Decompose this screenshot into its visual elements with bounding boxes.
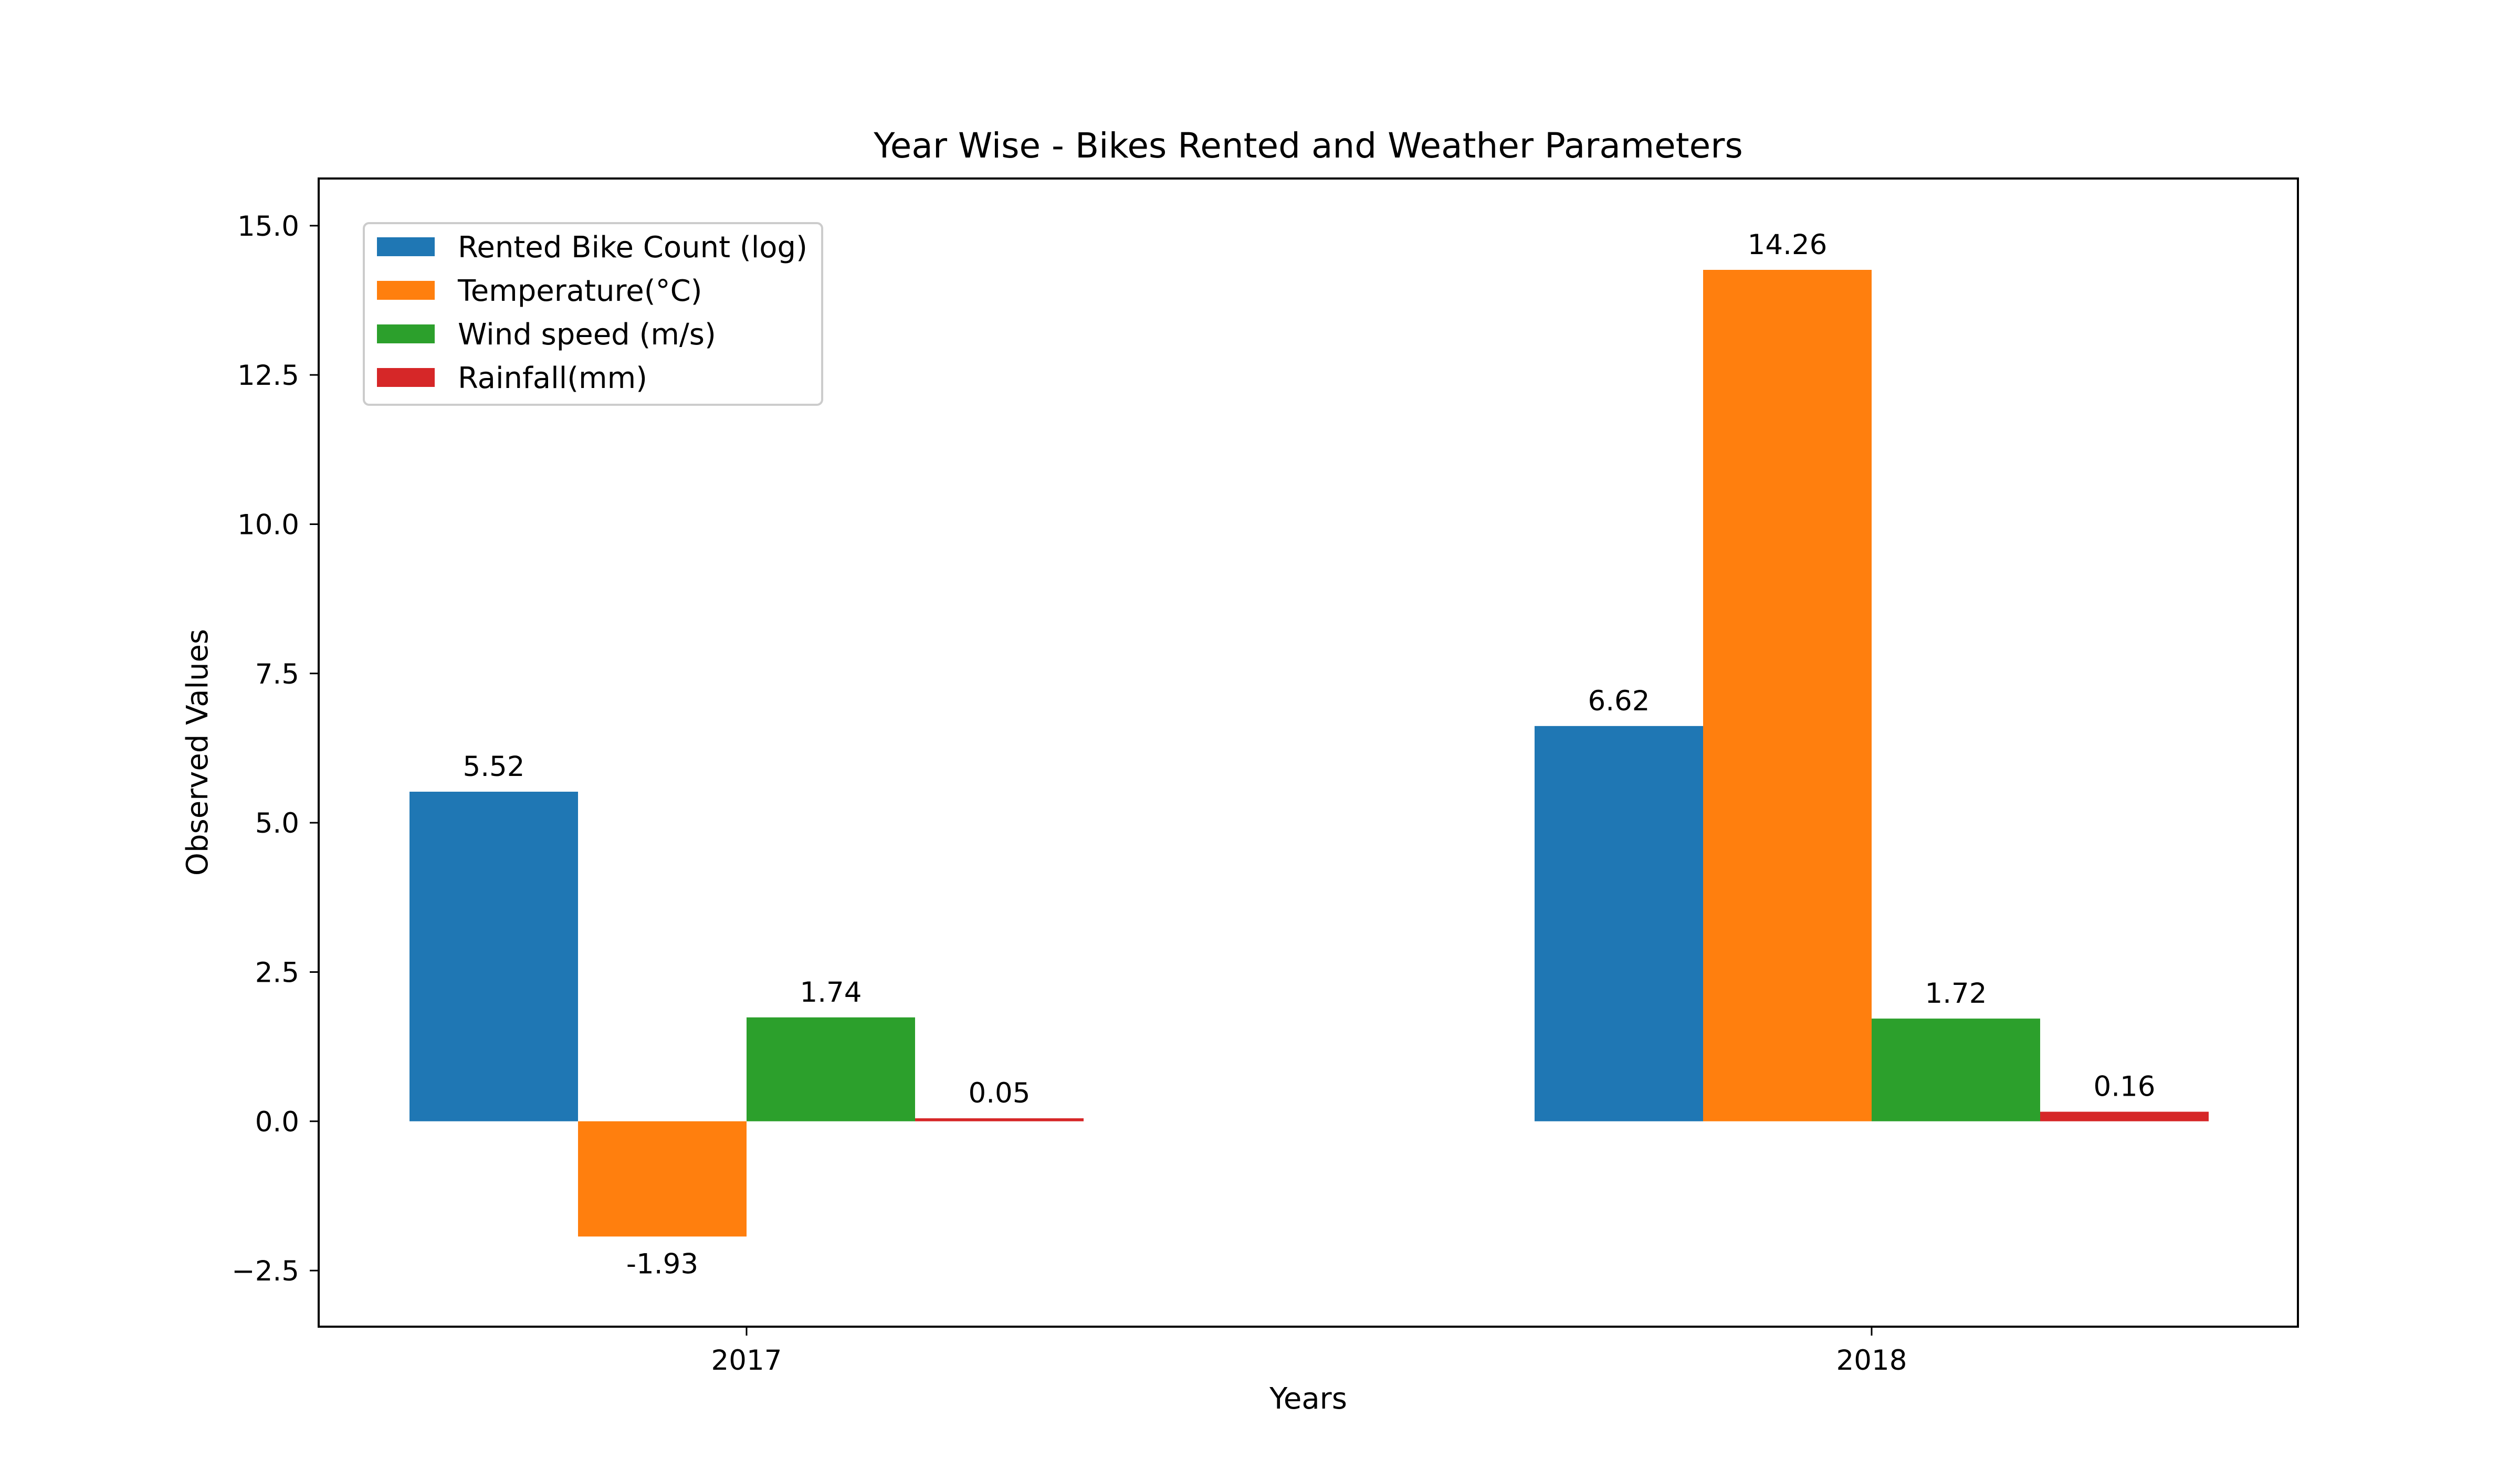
bar-rented-bike-count-log-2017 bbox=[410, 791, 578, 1121]
legend: Rented Bike Count (log) Temperature(°C) Wi… bbox=[363, 222, 823, 406]
y-tick-label: 15.0 bbox=[237, 211, 299, 243]
y-tick-label: 12.5 bbox=[237, 360, 299, 392]
legend-swatch bbox=[377, 237, 435, 256]
y-tick-label: 2.5 bbox=[255, 957, 299, 989]
data-label: 1.72 bbox=[1925, 978, 1987, 1010]
chart-title: Year Wise - Bikes Rented and Weather Par… bbox=[873, 125, 1743, 166]
data-label: 6.62 bbox=[1588, 685, 1650, 717]
x-tick-label: 2017 bbox=[711, 1345, 782, 1377]
data-label: 5.52 bbox=[463, 751, 524, 783]
y-tick-label: 5.0 bbox=[255, 807, 299, 839]
bar-temperature-c-2017 bbox=[578, 1121, 747, 1237]
bar-wind-speed-m-s-2017 bbox=[747, 1017, 915, 1121]
y-axis-label: Observed Values bbox=[181, 629, 215, 876]
legend-swatch bbox=[377, 368, 435, 387]
data-label: -1.93 bbox=[626, 1248, 698, 1280]
y-tick-label: 10.0 bbox=[237, 509, 299, 541]
bar-rainfall-mm-2018 bbox=[2040, 1111, 2209, 1121]
bar-wind-speed-m-s-2018 bbox=[1872, 1018, 2040, 1121]
x-axis-ticks: 2017 2018 bbox=[711, 1327, 1907, 1377]
legend-swatch bbox=[377, 281, 435, 300]
y-tick-label: −2.5 bbox=[232, 1255, 299, 1287]
x-axis-label: Years bbox=[1269, 1382, 1347, 1416]
plot-frame bbox=[318, 177, 2299, 1328]
legend-swatch bbox=[377, 324, 435, 343]
legend-label: Wind speed (m/s) bbox=[458, 318, 716, 352]
bar-temperature-c-2018 bbox=[1703, 270, 1872, 1121]
data-label: 1.74 bbox=[800, 976, 862, 1009]
bar-rented-bike-count-log-2018 bbox=[1535, 726, 1703, 1121]
data-label: 0.16 bbox=[2093, 1071, 2155, 1103]
y-tick-label: 0.0 bbox=[255, 1106, 299, 1138]
legend-label: Rainfall(mm) bbox=[458, 361, 647, 395]
data-labels-group: 5.52 6.62 -1.93 14.26 1.74 1.72 0.05 0.16 bbox=[463, 229, 2155, 1280]
bars-group bbox=[410, 270, 2209, 1237]
legend-label: Rented Bike Count (log) bbox=[458, 230, 807, 265]
legend-frame bbox=[363, 222, 823, 406]
y-axis-ticks: −2.5 0.0 2.5 5.0 7.5 10.0 12.5 15.0 bbox=[232, 211, 319, 1287]
y-tick-label: 7.5 bbox=[255, 658, 299, 690]
legend-label: Temperature(°C) bbox=[457, 274, 702, 308]
data-label: 0.05 bbox=[968, 1077, 1030, 1109]
x-tick-label: 2018 bbox=[1836, 1345, 1907, 1377]
bar-rainfall-mm-2017 bbox=[915, 1118, 1084, 1121]
data-label: 14.26 bbox=[1748, 229, 1828, 261]
